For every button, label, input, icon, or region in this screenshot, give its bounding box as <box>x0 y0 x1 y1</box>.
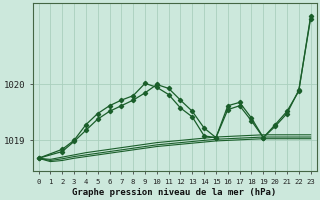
X-axis label: Graphe pression niveau de la mer (hPa): Graphe pression niveau de la mer (hPa) <box>72 188 277 197</box>
